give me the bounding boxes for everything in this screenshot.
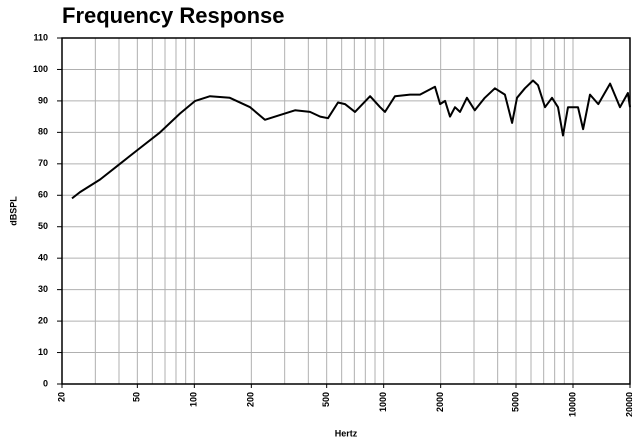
y-tick-label: 10 [38,347,48,357]
y-tick-label: 70 [38,158,48,168]
y-tick-label: 50 [38,221,48,231]
x-tick-label: 2000 [435,392,445,412]
x-tick-label: 50 [132,392,142,402]
y-axis-label: dBSPL [8,196,18,226]
x-tick-label: 1000 [378,392,388,412]
x-tick-label: 500 [321,392,331,407]
y-tick-label: 60 [38,190,48,200]
y-tick-label: 40 [38,253,48,263]
response-line [71,79,631,200]
x-tick-label: 20 [56,392,66,402]
x-tick-label: 20000 [624,392,632,417]
x-tick-label: 5000 [510,392,520,412]
x-tick-label: 100 [189,392,199,407]
chart-title: Frequency Response [62,3,285,28]
y-tick-label: 90 [38,95,48,105]
y-tick-label: 110 [33,32,48,42]
x-tick-label: 200 [246,392,256,407]
y-tick-label: 0 [43,378,48,388]
x-tick-label: 10000 [567,392,577,417]
plot-frame [61,37,631,385]
y-tick-label: 30 [38,284,48,294]
y-tick-label: 20 [38,315,48,325]
y-tick-label: 80 [38,127,48,137]
x-axis-label: Hertz [335,428,358,438]
y-tick-label: 100 [33,64,48,74]
